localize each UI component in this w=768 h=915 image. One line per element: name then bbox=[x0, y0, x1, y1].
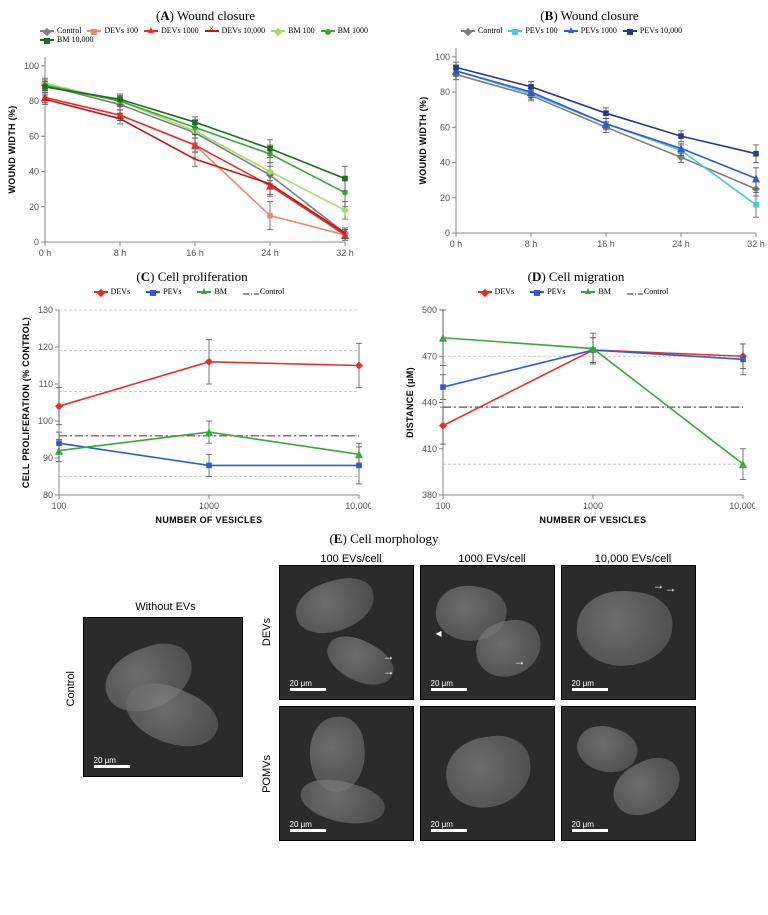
svg-text:410: 410 bbox=[421, 444, 436, 454]
micrograph-pomvs-100: 20 μm bbox=[279, 706, 414, 841]
svg-text:60: 60 bbox=[440, 122, 450, 132]
panel-d-chart: 380 410 440 470 500 100 1000 10,000 DISTANCE (μM… bbox=[398, 300, 755, 525]
pomvs-row-label: POMVs bbox=[261, 755, 273, 793]
panel-e-title-text: Cell morphology bbox=[350, 531, 438, 546]
panel-d-title: (D) Cell migration bbox=[398, 269, 755, 285]
svg-text:440: 440 bbox=[421, 398, 436, 408]
svg-text:20: 20 bbox=[29, 202, 39, 212]
svg-text:80: 80 bbox=[29, 96, 39, 106]
svg-text:WOUND WIDTH (%): WOUND WIDTH (%) bbox=[7, 106, 17, 194]
svg-text:110: 110 bbox=[38, 379, 52, 389]
svg-text:0: 0 bbox=[34, 237, 39, 247]
micrograph-devs-1000: ◂ → 20 μm bbox=[420, 565, 555, 700]
svg-text:90: 90 bbox=[42, 453, 52, 463]
scalebar-text: 20 μm bbox=[94, 756, 116, 765]
svg-text:100: 100 bbox=[24, 61, 39, 71]
svg-text:×: × bbox=[192, 154, 198, 165]
svg-text:1000: 1000 bbox=[582, 501, 602, 511]
svg-text:16 h: 16 h bbox=[186, 248, 204, 258]
panel-e-title: (E) Cell morphology bbox=[0, 531, 768, 547]
svg-text:CELL PROLIFERATION (% CONTROL): CELL PROLIFERATION (% CONTROL) bbox=[21, 317, 31, 488]
svg-text:0 h: 0 h bbox=[39, 248, 52, 258]
panel-d: (D) Cell migration DEVsPEVsBMControl 380… bbox=[398, 269, 755, 525]
svg-text:500: 500 bbox=[421, 305, 436, 315]
panel-a-chart: 0 20 40 60 80 100 0 h 8 h 16 h 24 h 32 h WOUND WIDT… bbox=[0, 47, 357, 267]
panel-a-title-text: Wound closure bbox=[177, 8, 255, 23]
micrograph-devs-10000: → → 20 μm bbox=[561, 565, 696, 700]
svg-text:100: 100 bbox=[435, 501, 450, 511]
svg-text:WOUND WIDTH (%): WOUND WIDTH (%) bbox=[418, 97, 428, 185]
svg-text:NUMBER OF VESICLES: NUMBER OF VESICLES bbox=[155, 515, 262, 525]
svg-text:DISTANCE (μM): DISTANCE (μM) bbox=[405, 367, 415, 438]
svg-text:40: 40 bbox=[29, 167, 39, 177]
micrograph-pomvs-10000: 20 μm bbox=[561, 706, 696, 841]
svg-text:120: 120 bbox=[37, 342, 52, 352]
svg-text:×: × bbox=[117, 114, 123, 125]
svg-text:0 h: 0 h bbox=[450, 239, 463, 249]
panel-a-title: (A) Wound closure bbox=[0, 8, 411, 24]
panel-d-title-text: Cell migration bbox=[549, 269, 624, 284]
panel-c-legend: DEVsPEVsBMControl bbox=[14, 287, 371, 296]
svg-text:0: 0 bbox=[445, 228, 450, 238]
svg-text:32 h: 32 h bbox=[336, 248, 354, 258]
pomvs-row: POMVs 20 μm 20 μm bbox=[261, 706, 704, 841]
svg-text:100: 100 bbox=[37, 416, 52, 426]
svg-text:20: 20 bbox=[440, 193, 450, 203]
svg-text:32 h: 32 h bbox=[747, 239, 765, 249]
micrograph-pomvs-1000: 20 μm bbox=[420, 706, 555, 841]
micro-col-headers: 100 EVs/cell 1000 EVs/cell 10,000 EVs/ce… bbox=[281, 553, 704, 565]
svg-text:10,000: 10,000 bbox=[345, 501, 371, 511]
panel-c-title-text: Cell proliferation bbox=[158, 269, 248, 284]
svg-text:80: 80 bbox=[440, 87, 450, 97]
panel-b-title: (B) Wound closure bbox=[411, 8, 768, 24]
svg-text:×: × bbox=[42, 94, 48, 105]
svg-text:24 h: 24 h bbox=[672, 239, 690, 249]
svg-text:80: 80 bbox=[42, 490, 52, 500]
devs-row: DEVs → → 20 μm ◂ → bbox=[261, 565, 704, 700]
panel-c-title: (C) Cell proliferation bbox=[14, 269, 371, 285]
devs-row-label: DEVs bbox=[261, 618, 273, 646]
panel-b-legend: ControlPEVs 100PEVs 1000PEVs 10,000 bbox=[411, 26, 768, 35]
col-header-100: 100 EVs/cell bbox=[281, 553, 422, 565]
micrograph-control: 20 μm bbox=[83, 617, 243, 777]
control-row-label: Control bbox=[65, 671, 77, 706]
svg-text:NUMBER OF VESICLES: NUMBER OF VESICLES bbox=[539, 515, 646, 525]
col-header-1000: 1000 EVs/cell bbox=[422, 553, 563, 565]
panel-b: (B) Wound closure ControlPEVs 100PEVs 10… bbox=[411, 8, 768, 267]
panel-b-title-text: Wound closure bbox=[561, 8, 639, 23]
svg-text:8 h: 8 h bbox=[525, 239, 538, 249]
svg-text:40: 40 bbox=[440, 158, 450, 168]
svg-text:1000: 1000 bbox=[198, 501, 218, 511]
panel-c: (C) Cell proliferation DEVsPEVsBMControl… bbox=[14, 269, 371, 525]
col-header-10000: 10,000 EVs/cell bbox=[563, 553, 704, 565]
svg-text:130: 130 bbox=[37, 305, 52, 315]
svg-text:470: 470 bbox=[421, 351, 436, 361]
svg-text:100: 100 bbox=[435, 52, 450, 62]
svg-text:×: × bbox=[342, 228, 348, 239]
panel-c-chart: 80 90 100 110 120 130 100 1000 10,000 CELL PROLIF… bbox=[14, 300, 371, 525]
panel-a: (A) Wound closure ControlDEVs 100DEVs 10… bbox=[0, 8, 411, 267]
svg-text:100: 100 bbox=[51, 501, 66, 511]
svg-text:380: 380 bbox=[421, 490, 436, 500]
svg-text:24 h: 24 h bbox=[261, 248, 279, 258]
svg-text:10,000: 10,000 bbox=[729, 501, 755, 511]
without-evs-label: Without EVs bbox=[135, 601, 196, 613]
svg-text:16 h: 16 h bbox=[597, 239, 615, 249]
micrograph-devs-100: → → 20 μm bbox=[279, 565, 414, 700]
svg-text:8 h: 8 h bbox=[114, 248, 127, 258]
svg-text:60: 60 bbox=[29, 131, 39, 141]
panel-b-chart: 0 20 40 60 80 100 0 h 8 h 16 h 24 h 32 h WOUND WIDT… bbox=[411, 38, 768, 258]
panel-d-legend: DEVsPEVsBMControl bbox=[398, 287, 755, 296]
panel-a-legend: ControlDEVs 100DEVs 1000×DEVs 10,000BM 1… bbox=[0, 26, 411, 44]
